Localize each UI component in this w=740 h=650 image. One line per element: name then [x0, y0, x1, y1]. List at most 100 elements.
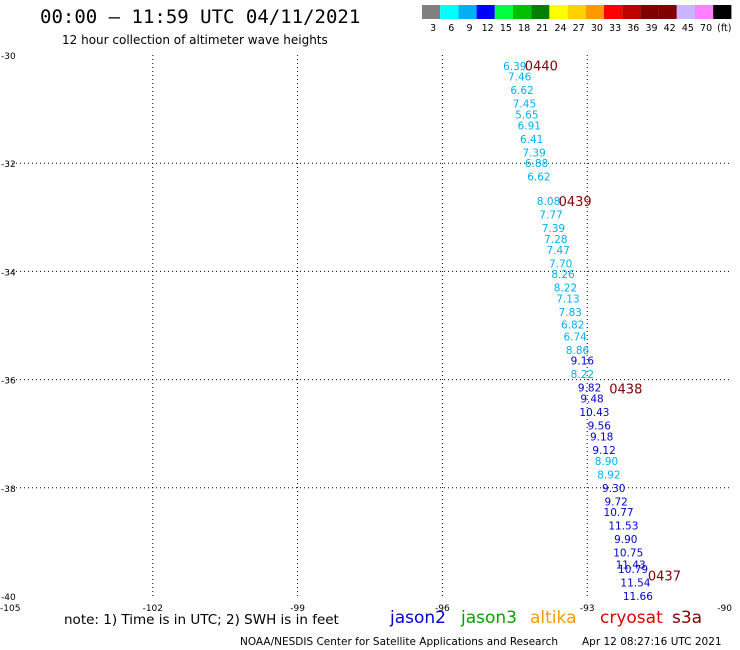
wave-height-label: 8.22	[554, 283, 577, 295]
x-tick-label: -99	[290, 604, 305, 614]
wave-height-label: 9.12	[592, 445, 615, 457]
legend-label: 36	[627, 23, 639, 34]
wave-height-label: 7.39	[542, 223, 565, 235]
y-tick-label: -38	[1, 485, 16, 495]
legend-label: 15	[500, 23, 512, 34]
wave-height-label: 11.54	[620, 577, 650, 589]
legend-label: 39	[645, 23, 657, 34]
legend-label: 24	[554, 23, 566, 34]
x-tick-label: -105	[0, 604, 20, 614]
time-label: 0437	[648, 569, 681, 584]
legend-label: (ft)	[717, 23, 731, 34]
wave-height-label: 6.88	[525, 158, 548, 170]
wave-height-label: 8.86	[566, 345, 590, 357]
grid-lines	[8, 55, 732, 596]
x-tick-label: -102	[143, 604, 163, 614]
satellite-cryosat: cryosat	[600, 608, 663, 628]
legend-swatch	[422, 5, 441, 19]
legend-swatch	[676, 5, 695, 19]
legend-label: 27	[573, 23, 585, 34]
y-tick-label: -36	[1, 377, 16, 387]
legend-swatch	[695, 5, 714, 19]
legend-label: 42	[664, 23, 676, 34]
legend-label: 33	[609, 23, 621, 34]
wave-height-label: 9.90	[614, 534, 637, 546]
wave-height-label: 8.90	[595, 456, 618, 468]
wave-height-label: 7.83	[559, 307, 582, 319]
wave-height-label: 10.43	[579, 407, 609, 419]
legend-swatch	[658, 5, 677, 19]
legend-label: 30	[591, 23, 603, 34]
legend-label: 6	[448, 23, 454, 34]
legend-swatch	[458, 5, 477, 19]
time-labels: 0440 0439 0438 0437	[525, 60, 681, 585]
wave-height-label: 10.75	[613, 548, 643, 560]
legend-swatch	[513, 5, 532, 19]
wave-height-label: 11.43	[616, 560, 646, 572]
wave-height-label: 10.79	[618, 564, 648, 576]
satellite-altika: altika	[530, 608, 577, 628]
wave-height-label: 8.92	[597, 469, 620, 481]
x-tick-label: -96	[435, 604, 450, 614]
wave-height-label: 7.70	[549, 258, 572, 270]
wave-height-label: 11.53	[608, 521, 638, 533]
wave-height-label: 11.66	[623, 591, 653, 603]
axis-tick-labels: -30 -32 -34 -36 -38 -40-105 -102 -99 -96 -93 -90	[0, 52, 732, 614]
legend-label: 3	[430, 23, 436, 34]
wave-height-label: 7.39	[522, 147, 545, 159]
wave-height-label: 9.72	[604, 496, 627, 508]
legend-swatch	[567, 5, 586, 19]
color-scale-legend: 3 6 9 12 15 18 21 24 27 30 33 36 39 42 45 70 (ft)	[422, 5, 731, 34]
satellite-s3a: s3a	[672, 608, 703, 628]
legend-label: 21	[536, 23, 548, 34]
wave-height-label: 7.13	[556, 293, 579, 305]
legend-swatch	[713, 5, 732, 19]
y-tick-label: -34	[1, 268, 16, 278]
legend-swatch	[494, 5, 513, 19]
legend-label: 12	[482, 23, 494, 34]
y-tick-label: -32	[1, 160, 16, 170]
wave-height-label: 7.46	[508, 72, 532, 84]
note-text: note: 1) Time is in UTC; 2) SWH is in fe…	[64, 612, 339, 628]
x-tick-label: -93	[580, 604, 595, 614]
footer-timestamp: Apr 12 08:27:16 UTC 2021	[582, 636, 722, 648]
legend-label: 9	[466, 23, 472, 34]
wave-height-label: 6.39	[503, 61, 526, 73]
wave-height-label: 9.82	[578, 383, 601, 395]
wave-height-label: 9.30	[602, 483, 625, 495]
satellite-jason3: jason3	[461, 608, 517, 628]
wave-height-label: 6.74	[563, 331, 587, 343]
wave-height-label: 8.08	[537, 196, 560, 208]
chart-title: 00:00 – 11:59 UTC 04/11/2021	[40, 6, 361, 28]
legend-label: 45	[682, 23, 694, 34]
legend-swatch	[622, 5, 641, 19]
wave-height-label: 7.28	[544, 234, 567, 246]
legend-swatch	[549, 5, 568, 19]
satellite-jason2: jason2	[390, 608, 446, 628]
wave-height-label: 6.62	[527, 172, 550, 184]
legend-swatch	[440, 5, 459, 19]
legend-label: 70	[700, 23, 712, 34]
wave-height-label: 10.77	[604, 507, 634, 519]
wave-height-label: 9.48	[580, 394, 603, 406]
wave-height-label: 7.77	[539, 210, 562, 222]
legend-swatch	[476, 5, 495, 19]
wave-height-label: 9.18	[590, 431, 613, 443]
wave-height-label: 6.62	[510, 85, 533, 97]
legend-swatch	[531, 5, 550, 19]
legend-swatch	[585, 5, 604, 19]
wave-height-label: 6.41	[520, 134, 543, 146]
y-tick-label: -30	[1, 52, 16, 62]
wave-height-label: 9.56	[588, 421, 612, 433]
legend-swatch	[604, 5, 623, 19]
legend-label: 18	[518, 23, 530, 34]
wave-height-label: 8.26	[551, 269, 575, 281]
wave-height-label: 8.22	[571, 369, 594, 381]
y-tick-label: -40	[1, 593, 16, 603]
wave-height-label: 7.45	[513, 99, 536, 111]
wave-height-label: 7.47	[547, 245, 570, 257]
wave-height-label: 5.65	[515, 110, 538, 122]
footer-credit: NOAA/NESDIS Center for Satellite Applica…	[240, 636, 558, 648]
time-label: 0440	[525, 60, 558, 75]
